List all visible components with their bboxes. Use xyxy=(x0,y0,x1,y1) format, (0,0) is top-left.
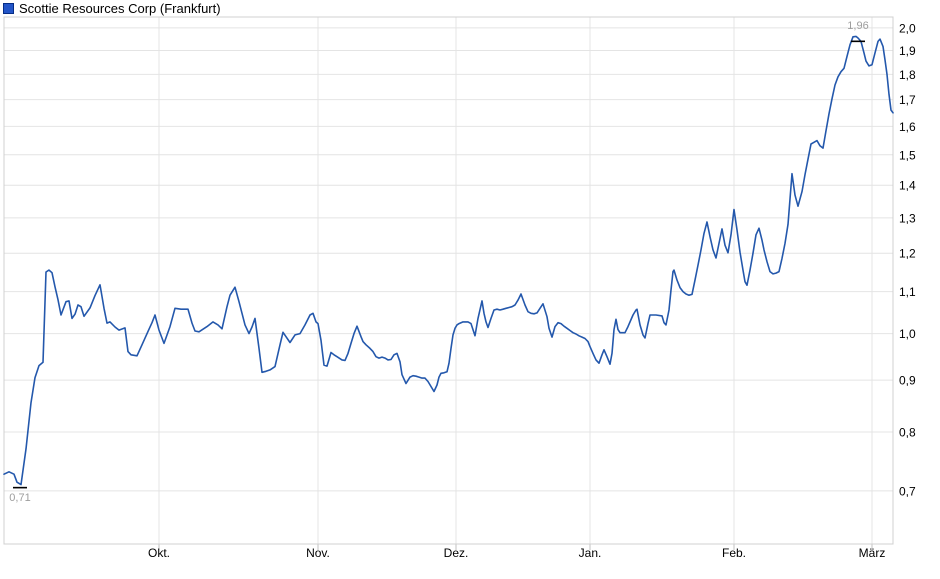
y-axis-label: 1,1 xyxy=(899,285,916,299)
y-axis-label: 1,6 xyxy=(899,120,916,134)
y-axis-label: 1,0 xyxy=(899,327,916,341)
plot-frame xyxy=(3,16,894,545)
x-axis-label: Jan. xyxy=(579,546,602,560)
y-axis-label: 1,7 xyxy=(899,93,916,107)
price-line xyxy=(3,35,894,486)
x-axis-label: Okt. xyxy=(148,546,170,560)
y-axis-label: 1,4 xyxy=(899,179,916,193)
legend-marker-icon xyxy=(3,3,14,14)
x-axis-label: Nov. xyxy=(306,546,330,560)
y-axis-label: 0,7 xyxy=(899,484,916,498)
legend: Scottie Resources Corp (Frankfurt) xyxy=(3,1,221,16)
y-axis-label: 1,3 xyxy=(899,211,916,225)
y-axis-label: 0,8 xyxy=(899,426,916,440)
y-axis-label: 2,0 xyxy=(899,21,916,35)
high-annotation: 1,96 xyxy=(847,20,868,32)
y-axis-label: 1,5 xyxy=(899,148,916,162)
low-annotation: 0,71 xyxy=(9,492,30,504)
x-axis-label: März xyxy=(859,546,886,560)
y-axis-label: 0,9 xyxy=(899,374,916,388)
x-axis-label: Feb. xyxy=(722,546,746,560)
y-axis-label: 1,2 xyxy=(899,247,916,261)
y-axis-label: 1,9 xyxy=(899,44,916,58)
x-axis-label: Dez. xyxy=(444,546,469,560)
y-axis-label: 1,8 xyxy=(899,68,916,82)
chart-title: Scottie Resources Corp (Frankfurt) xyxy=(19,1,221,16)
